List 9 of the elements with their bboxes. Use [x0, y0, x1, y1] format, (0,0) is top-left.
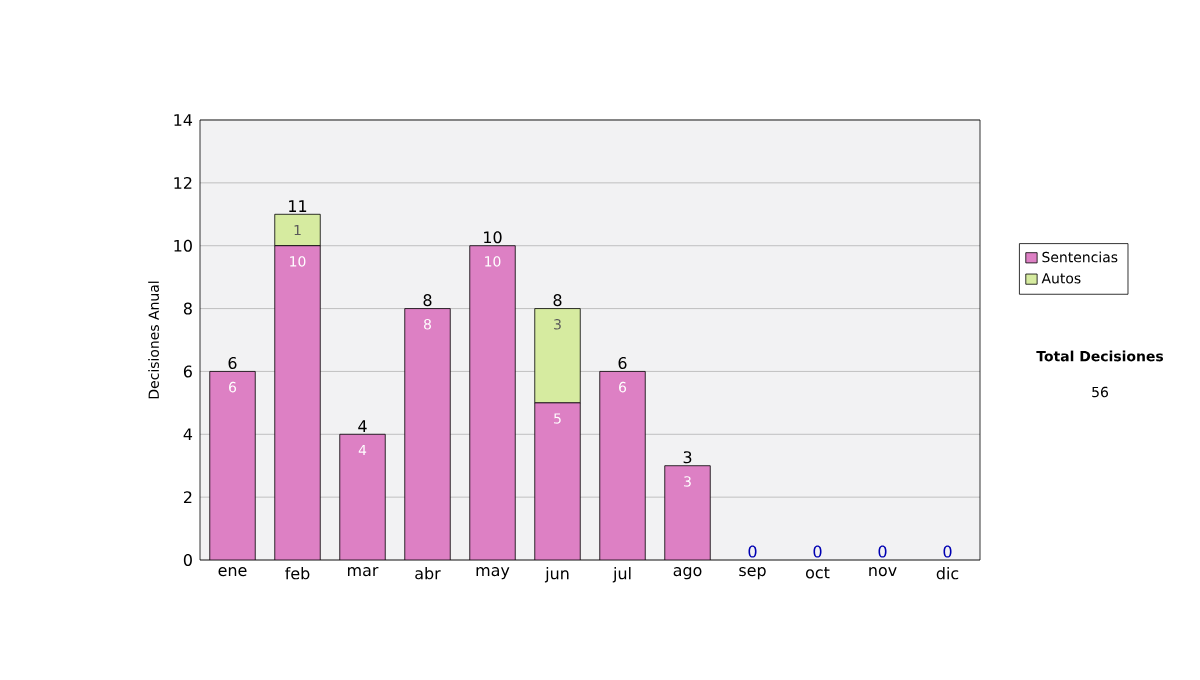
bar — [534, 402, 581, 560]
bar — [274, 245, 321, 560]
bar — [664, 465, 711, 560]
bar — [339, 433, 386, 560]
bar — [404, 308, 451, 560]
bar — [534, 308, 581, 404]
bar — [599, 371, 646, 560]
bar — [209, 371, 256, 560]
bar — [469, 245, 516, 560]
